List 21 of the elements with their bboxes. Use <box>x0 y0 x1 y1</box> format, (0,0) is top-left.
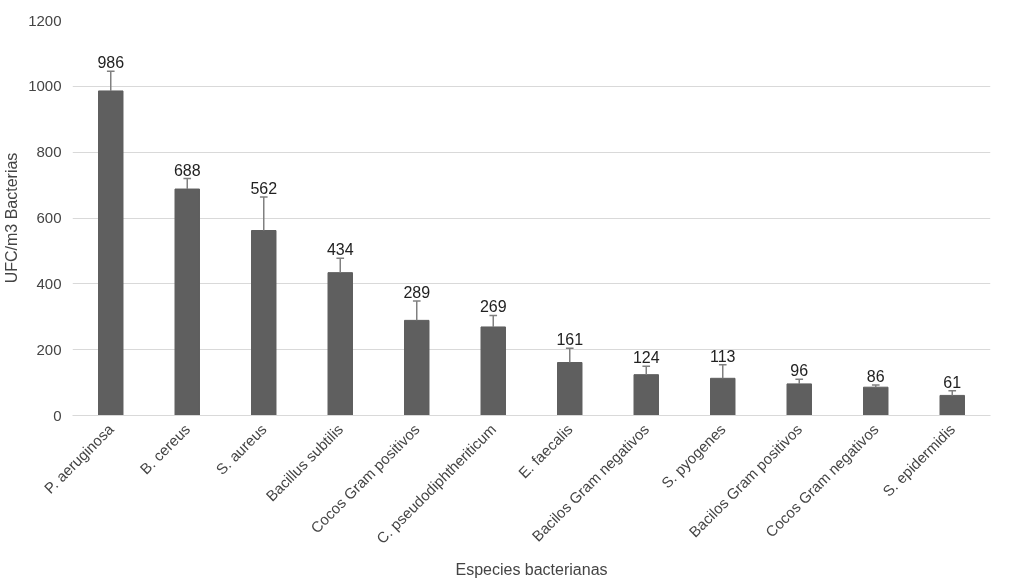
data-label: 124 <box>632 349 660 367</box>
y-tick-label: 400 <box>36 274 62 292</box>
data-label: 986 <box>97 54 125 72</box>
data-label: 289 <box>403 283 431 301</box>
y-tick-label: 0 <box>53 406 62 424</box>
y-tick-label: 200 <box>36 340 62 358</box>
data-label: 269 <box>479 298 507 316</box>
data-label: 113 <box>710 347 736 365</box>
data-label: 161 <box>556 331 584 349</box>
data-label: 96 <box>790 362 809 380</box>
y-tick-label: 1200 <box>28 11 62 29</box>
data-label: 86 <box>866 367 885 385</box>
y-axis-title: UFC/m3 Bacterias <box>3 152 21 284</box>
y-tick-label: 800 <box>36 143 62 161</box>
data-label: 61 <box>943 373 962 391</box>
data-label: 688 <box>173 161 201 179</box>
data-label: 434 <box>326 241 354 259</box>
y-tick-label: 600 <box>36 209 62 226</box>
y-tick-label: 1000 <box>28 77 62 95</box>
x-axis-title: Especies bacterianas <box>455 560 608 578</box>
data-label: 562 <box>250 179 278 197</box>
